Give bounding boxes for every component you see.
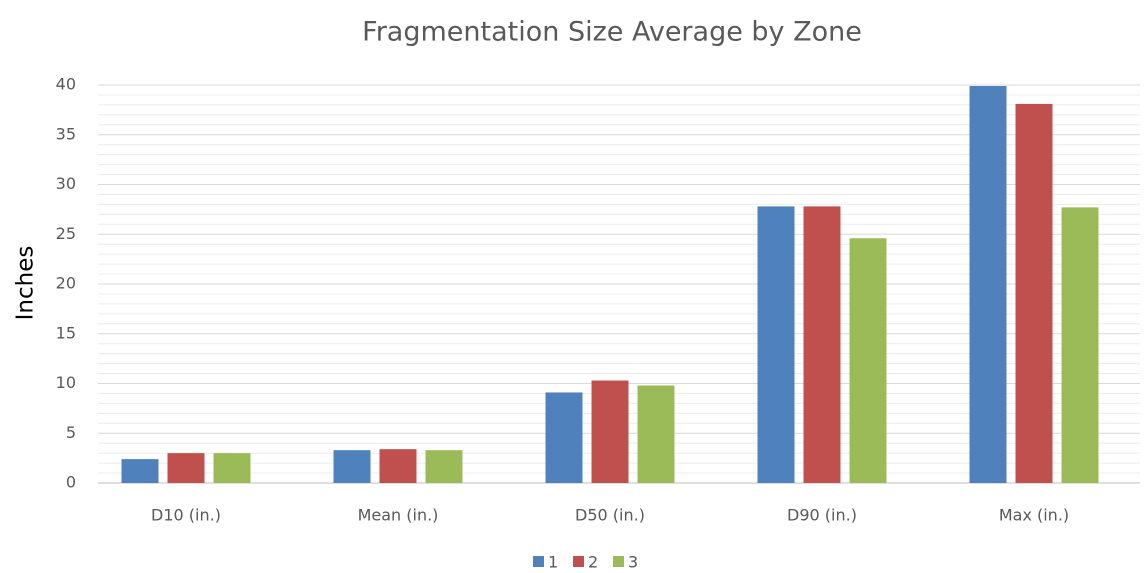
y-tick-label: 25 xyxy=(56,224,76,243)
bar xyxy=(591,380,629,483)
x-tick-label: Mean (in.) xyxy=(358,506,439,525)
legend-swatch xyxy=(533,556,544,567)
x-tick-label: D50 (in.) xyxy=(575,506,645,525)
y-tick-label: 15 xyxy=(56,323,76,342)
chart-title: Fragmentation Size Average by Zone xyxy=(362,17,862,48)
legend-swatch xyxy=(573,556,584,567)
legend-swatch xyxy=(613,556,624,567)
bar xyxy=(849,238,887,483)
y-tick-label: 30 xyxy=(56,174,76,193)
bar xyxy=(333,450,371,483)
bar xyxy=(1015,103,1053,483)
legend-label: 3 xyxy=(628,553,638,572)
legend-label: 1 xyxy=(548,553,558,572)
bar xyxy=(803,206,841,483)
y-tick-label: 0 xyxy=(66,473,76,492)
bar xyxy=(167,453,205,483)
bar xyxy=(637,385,675,483)
y-tick-label: 5 xyxy=(66,423,76,442)
bar xyxy=(969,85,1007,484)
bar xyxy=(121,459,159,483)
y-tick-label: 40 xyxy=(56,75,76,94)
x-tick-label: D90 (in.) xyxy=(787,506,857,525)
x-tick-label: D10 (in.) xyxy=(151,506,221,525)
y-tick-label: 35 xyxy=(56,124,76,143)
x-tick-label: Max (in.) xyxy=(999,506,1069,525)
bar xyxy=(1061,207,1099,483)
y-tick-label: 20 xyxy=(56,274,76,293)
bar xyxy=(379,449,417,483)
bar xyxy=(545,392,583,483)
y-tick-label: 10 xyxy=(56,373,76,392)
bar xyxy=(425,450,463,483)
y-axis-label: Inches xyxy=(13,246,39,321)
bar xyxy=(213,453,251,483)
legend-label: 2 xyxy=(588,553,598,572)
bar xyxy=(757,206,795,483)
